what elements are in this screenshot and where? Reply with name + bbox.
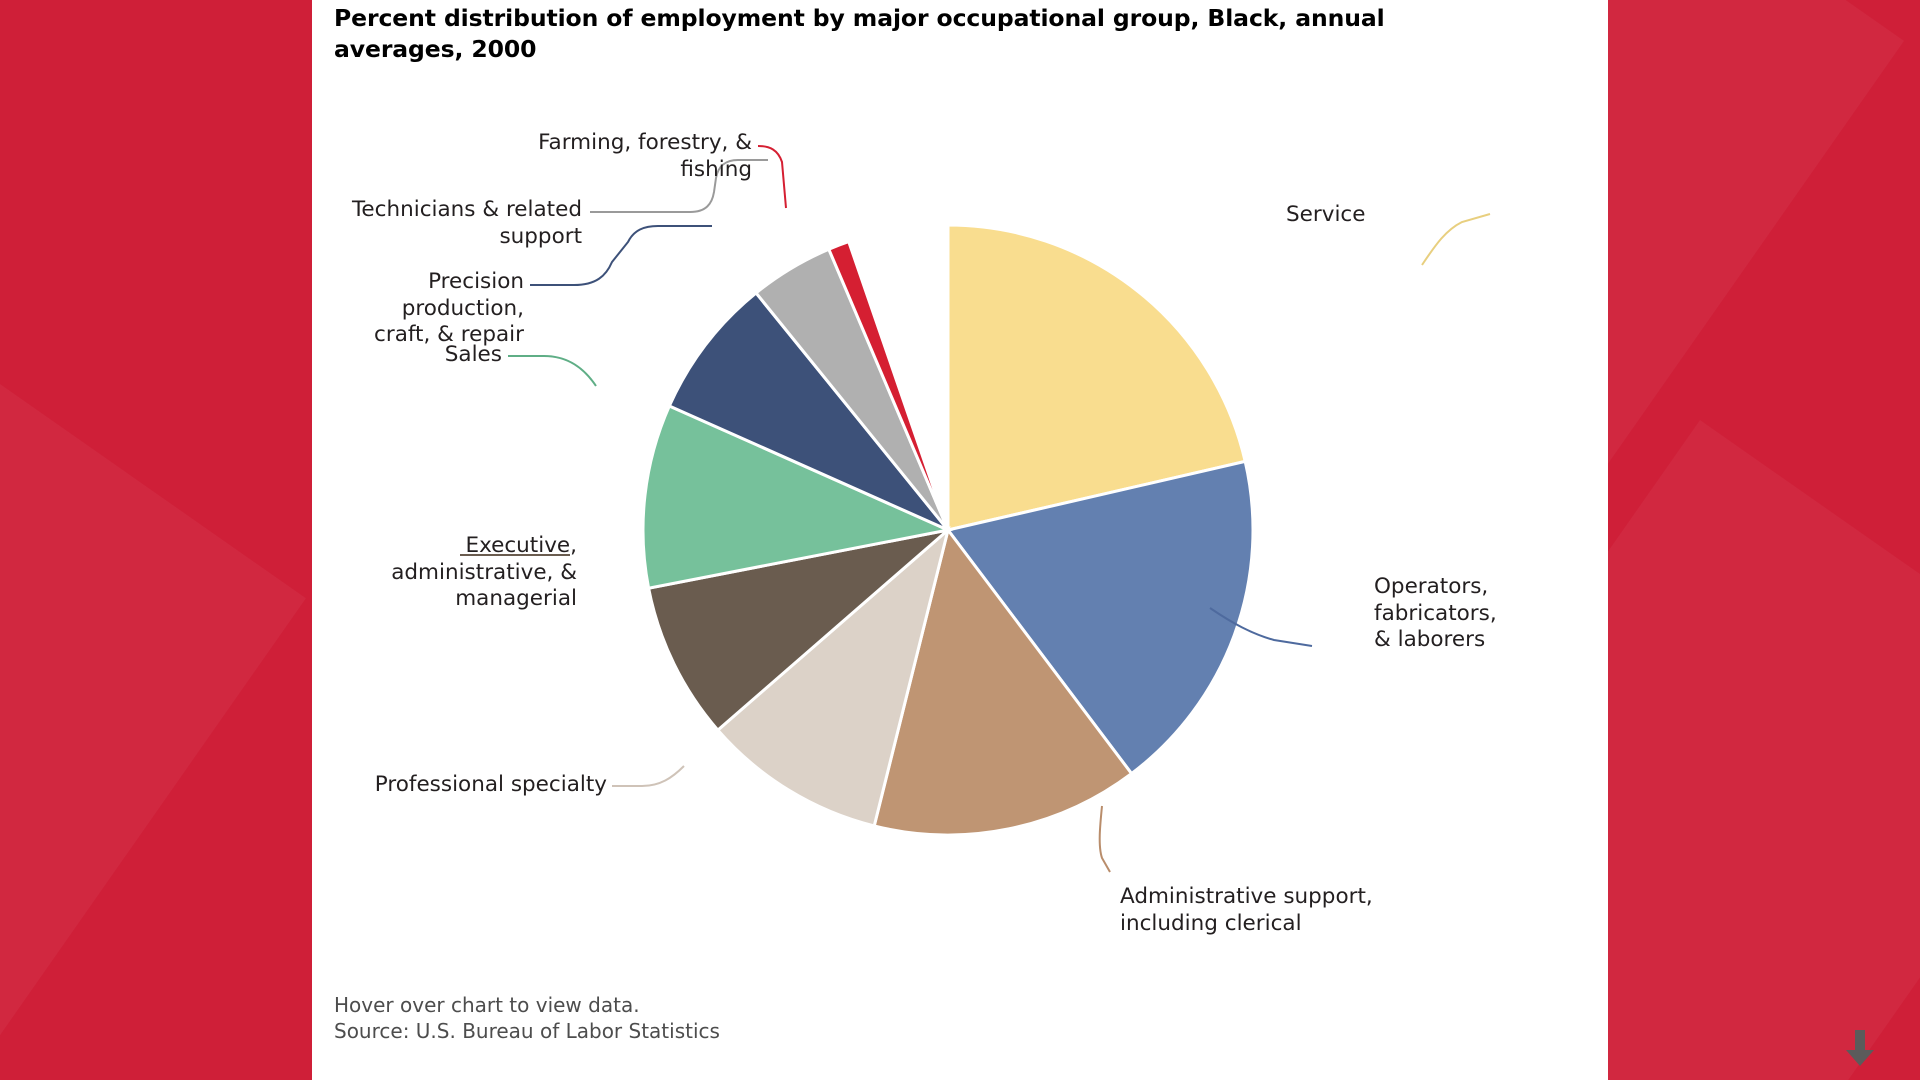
pie-slice[interactable] (646, 527, 954, 733)
pie-label-professional-specialty: Professional specialty (374, 772, 607, 797)
pie-label-administrative-support: Administrative support, including cleric… (1120, 884, 1373, 936)
pie-label-farming: Farming, forestry, & fishing (538, 130, 752, 182)
pie-slice[interactable] (715, 525, 951, 828)
pie-chart[interactable]: Service Operators, fabricators, & labore… (312, 0, 1608, 1080)
leader-line-operators (1209, 607, 1313, 647)
leader-line-precision-production (530, 225, 712, 286)
leader-line-sales (508, 355, 597, 387)
leader-line-administrative-support (1098, 805, 1111, 873)
page-title: Percent distribution of employment by ma… (334, 4, 1385, 64)
background-band-left (0, 300, 306, 1080)
download-arrow-icon (1846, 1030, 1874, 1066)
hover-note: Hover over chart to view data. (334, 993, 640, 1017)
pie-slice-group (641, 223, 1255, 837)
pie-label-precision-production: Precision production, craft, & repair (374, 269, 524, 348)
pie-label-technicians: Technicians & related support (351, 197, 582, 249)
pie-chart-svg[interactable] (312, 0, 1608, 1000)
pie-slice[interactable] (641, 403, 953, 590)
chart-footer: Hover over chart to view data. Source: U… (334, 992, 720, 1044)
pie-label-executive: Executive, administrative, & managerial (391, 533, 577, 612)
pie-slice[interactable] (667, 290, 950, 532)
pie-slice[interactable] (945, 459, 1255, 776)
leader-line-technicians (590, 159, 768, 213)
pie-label-service: Service (1286, 202, 1366, 227)
leader-line-farming (757, 145, 787, 209)
pie-label-sales: Sales (444, 342, 502, 367)
chart-card: Percent distribution of employment by ma… (312, 0, 1874, 1080)
leader-line-service (1421, 213, 1491, 266)
pie-slice[interactable] (946, 223, 1247, 532)
pie-label-operators: Operators, fabricators, & laborers (1374, 574, 1497, 653)
leader-line-professional-specialty (612, 765, 685, 787)
pie-slice[interactable] (826, 239, 950, 531)
download-button[interactable] (1838, 1026, 1882, 1070)
pie-slice[interactable] (872, 526, 1134, 837)
source-note: Source: U.S. Bureau of Labor Statistics (334, 1019, 720, 1043)
